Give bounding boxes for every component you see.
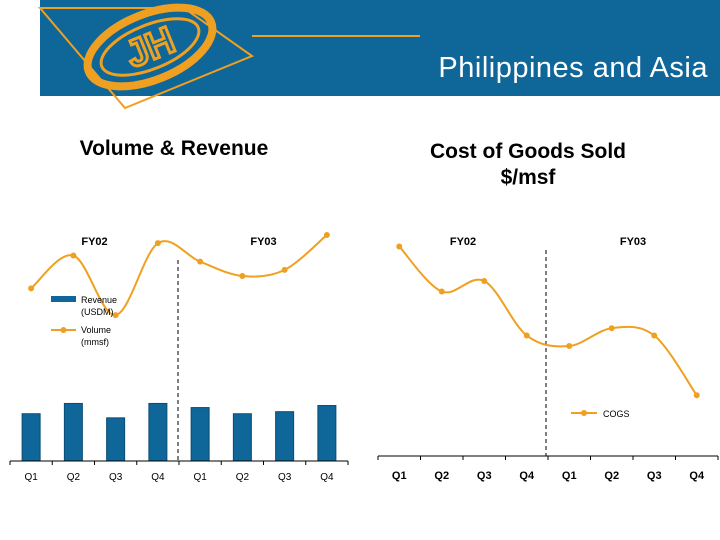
cogs-point: [481, 278, 488, 285]
chart-title-line-2: $/msf: [500, 166, 556, 189]
cogs-point: [438, 288, 445, 295]
period-label: FY02: [450, 236, 476, 248]
legend-label-volume: Volume: [81, 325, 111, 335]
volume-point: [112, 312, 119, 319]
x-tick-label: Q3: [278, 472, 292, 483]
period-label: FY02: [81, 236, 107, 248]
revenue-bar: [275, 411, 295, 462]
x-tick-label: Q2: [604, 470, 619, 482]
revenue-bar: [190, 407, 210, 462]
volume-point: [197, 258, 204, 265]
x-tick-label: Q1: [193, 472, 207, 483]
cogs-point: [608, 325, 615, 332]
legend-label-cogs: COGS: [603, 409, 630, 419]
cogs-point: [523, 332, 530, 339]
x-tick-label: Q4: [689, 470, 705, 482]
revenue-bar: [317, 405, 337, 462]
volume-point: [281, 266, 288, 273]
chart-title-volume-revenue: Volume & Revenue: [79, 137, 269, 160]
volume-point: [28, 285, 35, 292]
x-tick-label: Q4: [151, 472, 165, 483]
x-tick-label: Q2: [236, 472, 250, 483]
legend-label-revenue: Revenue: [81, 295, 117, 305]
x-tick-label: Q3: [647, 470, 662, 482]
legend-label-revenue-unit: (USDM): [81, 307, 114, 317]
x-tick-label: Q1: [24, 472, 38, 483]
cogs-line: [398, 245, 698, 396]
revenue-bar: [21, 413, 41, 462]
revenue-bar: [106, 417, 126, 462]
period-label: FY03: [620, 236, 646, 248]
slide-title: Philippines and Asia: [438, 52, 708, 84]
legend-marker-volume: [60, 327, 67, 333]
x-tick-label: Q3: [109, 472, 123, 483]
x-tick-label: Q1: [562, 470, 577, 482]
x-tick-label: Q1: [392, 470, 407, 482]
volume-point: [239, 273, 246, 280]
x-tick-label: Q2: [434, 470, 449, 482]
volume-point: [70, 252, 77, 259]
legend-marker-cogs: [581, 410, 587, 416]
x-tick-label: Q4: [320, 472, 334, 483]
cogs-chart: FY02 FY03 Q1 Q2 Q3 Q4 Q1 Q2 Q3 Q4 COGS: [377, 236, 719, 482]
legend-label-volume-unit: (mmsf): [81, 337, 109, 347]
revenue-bar: [232, 413, 252, 462]
volume-revenue-chart: FY02 FY03 Q1 Q2 Q3 Q4 Q1 Q2 Q3 Q4 Revenue (USDM) Vol…: [9, 231, 349, 483]
cogs-point: [693, 392, 700, 399]
revenue-bar: [63, 402, 83, 462]
volume-point: [154, 240, 161, 247]
cogs-point: [396, 243, 403, 250]
volume-line: [30, 234, 328, 317]
volume-point: [323, 231, 330, 238]
period-label: FY03: [250, 236, 276, 248]
x-tick-label: Q3: [477, 470, 492, 482]
x-tick-label: Q4: [519, 470, 535, 482]
chart-title-line-1: Cost of Goods Sold: [430, 140, 626, 163]
company-logo: JH: [37, 3, 420, 110]
cogs-point: [566, 343, 573, 349]
revenue-bar: [148, 402, 168, 462]
cogs-point: [651, 332, 658, 339]
legend-swatch-revenue: [51, 296, 76, 302]
chart-title-cogs: Cost of Goods Sold $/msf: [380, 139, 676, 191]
x-tick-label: Q2: [67, 472, 81, 483]
